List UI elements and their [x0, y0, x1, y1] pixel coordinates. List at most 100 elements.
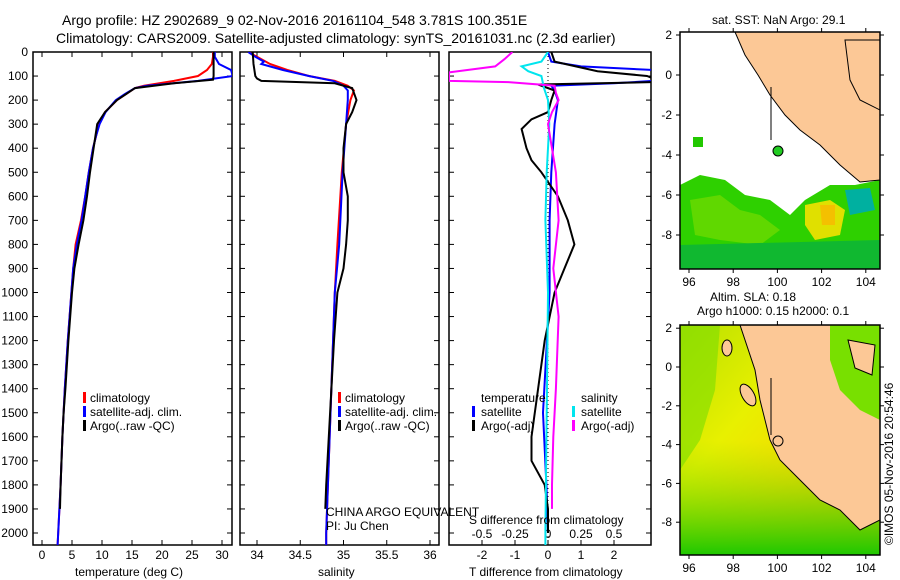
depth-tick-label: 1400 — [1, 382, 28, 396]
lon-tick-label: 102 — [812, 561, 832, 575]
sla-map-frame — [679, 324, 881, 556]
depth-tick-label: 2000 — [1, 526, 28, 540]
x-tick-label: 34 — [250, 548, 264, 562]
x-tick-label: 34.5 — [289, 548, 313, 562]
depth-tick-label: 100 — [8, 69, 28, 83]
depth-tick-label: 1300 — [1, 358, 28, 372]
annotation-line-2: PI: Ju Chen — [326, 519, 389, 533]
series-satellite-adj-clim- — [56, 52, 232, 545]
series-argo-raw-qc- — [59, 52, 215, 509]
x-tick-label: 5 — [69, 548, 76, 562]
depth-tick-label: 900 — [8, 261, 28, 275]
x-tick-label: 20 — [155, 548, 169, 562]
legend-argo: Argo(..raw -QC) — [345, 419, 430, 433]
lat-tick-label: -4 — [661, 148, 672, 162]
legend-climatology: climatology — [90, 391, 150, 405]
salinity-legend: climatology satellite-adj. clim. Argo(..… — [338, 391, 437, 433]
legend-salinity-title: salinity — [581, 391, 618, 405]
depth-tick-label: 200 — [8, 93, 28, 107]
depth-tick-label: 1500 — [1, 406, 28, 420]
series-s-argo-adj- — [449, 52, 560, 509]
lon-tick-label: 100 — [767, 561, 787, 575]
series-t-satellite — [541, 52, 651, 534]
depth-tick-label: 500 — [8, 165, 28, 179]
legend-argo: Argo(..raw -QC) — [90, 419, 175, 433]
argo-position-marker — [772, 435, 784, 447]
depth-tick-label: 400 — [8, 141, 28, 155]
difference-panel — [448, 51, 652, 546]
x-tick-label: 2 — [611, 548, 618, 562]
depth-tick-label: 600 — [8, 189, 28, 203]
land-sumatra — [734, 32, 880, 183]
s-diff-tick-label: -0.5 — [472, 527, 493, 541]
lat-tick-label: -6 — [661, 476, 672, 490]
x-tick-label: 30 — [215, 548, 229, 562]
lat-tick-label: -4 — [661, 438, 672, 452]
legend-satellite: satellite-adj. clim. — [90, 405, 182, 419]
temperature-panel — [32, 51, 233, 546]
x-tick-label: 10 — [95, 548, 109, 562]
series-s-satellite — [519, 52, 551, 545]
legend-climatology: climatology — [345, 391, 405, 405]
s-diff-tick-label: 0 — [545, 527, 552, 541]
lon-tick-label: 98 — [727, 275, 741, 289]
series-argo-raw-qc- — [251, 52, 358, 509]
lat-tick-label: -8 — [661, 515, 672, 529]
temperature-xlabel: temperature (deg C) — [75, 565, 183, 579]
depth-tick-label: 1100 — [2, 310, 28, 324]
difference-legend: temperature satellite Argo(-adj) salinit… — [472, 391, 634, 433]
x-tick-label: 36 — [423, 548, 437, 562]
x-tick-label: -2 — [477, 548, 488, 562]
annotation-line-1: CHINA ARGO EQUIVALENT — [326, 505, 480, 519]
land-islands — [844, 39, 880, 111]
lat-tick-label: -6 — [661, 188, 672, 202]
series-t-argo-adj- — [520, 52, 651, 533]
lon-tick-label: 102 — [812, 275, 832, 289]
legend-satellite: satellite-adj. clim. — [345, 405, 437, 419]
legend-s-satellite: satellite — [581, 405, 622, 419]
sst-map — [680, 32, 880, 269]
lon-tick-label: 96 — [682, 275, 696, 289]
x-tick-label: 35 — [337, 548, 351, 562]
legend-t-satellite: satellite — [481, 405, 522, 419]
depth-tick-label: 300 — [8, 117, 28, 131]
depth-tick-label: 1800 — [1, 478, 28, 492]
x-tick-label: 15 — [125, 548, 139, 562]
depth-tick-label: 0 — [21, 45, 28, 59]
lat-tick-label: -2 — [661, 108, 672, 122]
depth-tick-label: 1200 — [1, 334, 28, 348]
sla-map — [680, 325, 880, 555]
depth-tick-label: 1000 — [1, 286, 28, 300]
title-line-1: Argo profile: HZ 2902689_9 02-Nov-2016 2… — [62, 12, 527, 28]
x-tick-label: 0 — [545, 548, 552, 562]
lat-tick-label: -2 — [661, 399, 672, 413]
depth-tick-label: 1900 — [1, 502, 28, 516]
legend-s-argo: Argo(-adj) — [581, 419, 634, 433]
salinity-panel — [239, 51, 440, 546]
sla-map-subtitle: Argo h1000: 0.15 h2000: 0.1 — [697, 304, 849, 318]
x-tick-label: 25 — [185, 548, 199, 562]
credit-timestamp: ©IMOS 05-Nov-2016 20:54:46 — [882, 382, 896, 545]
sst-map-frame — [679, 31, 881, 270]
s-diff-tick-label: 0.5 — [606, 527, 623, 541]
s-diff-xlabel: S difference from climatology — [469, 513, 624, 527]
series-climatology — [56, 52, 214, 545]
salinity-xlabel: salinity — [318, 565, 355, 579]
lon-tick-label: 98 — [727, 561, 741, 575]
series-climatology — [247, 52, 356, 545]
x-tick-label: 0 — [39, 548, 46, 562]
lon-tick-label: 104 — [856, 275, 876, 289]
series-satellite-adj-clim- — [247, 52, 349, 545]
argo-position-marker — [772, 145, 784, 157]
x-tick-label: 35.5 — [375, 548, 399, 562]
lat-tick-label: -8 — [661, 228, 672, 242]
lon-tick-label: 96 — [682, 561, 696, 575]
depth-tick-label: 1700 — [1, 454, 28, 468]
lon-tick-label: 100 — [767, 275, 787, 289]
legend-temperature-title: temperature — [481, 391, 546, 405]
lon-tick-label: 104 — [856, 561, 876, 575]
sst-cells — [680, 95, 880, 269]
x-tick-label: 1 — [578, 548, 585, 562]
t-diff-xlabel: T difference from climatology — [469, 565, 623, 579]
